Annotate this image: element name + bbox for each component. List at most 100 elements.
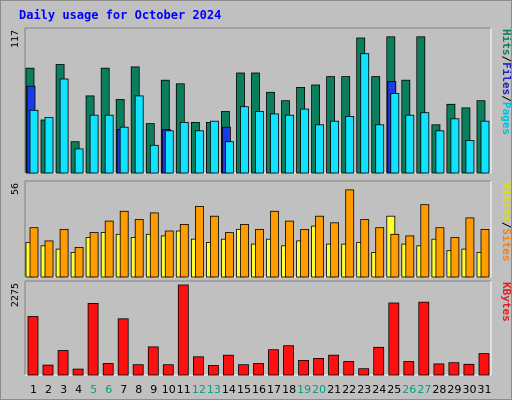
pages-bar-day-19 [300, 108, 310, 174]
kbytes-bar-day-21 [328, 354, 340, 376]
kbytes-bar-day-12 [192, 356, 204, 376]
sites-bar-day-5 [89, 232, 99, 278]
sites-bar-day-2 [44, 240, 54, 278]
kbytes-bar-day-14 [222, 354, 234, 376]
pages-bar-day-30 [465, 140, 475, 174]
kbytes-bar-day-26 [403, 361, 415, 376]
sites-bar-day-17 [270, 210, 279, 278]
top-panel-legend-files: Files [500, 62, 511, 95]
kbytes-bar-day-9 [147, 346, 159, 376]
sites-bar-day-28 [435, 227, 445, 278]
bottom-panel-legend-kbytes: KBytes [500, 282, 511, 322]
middle-panel-legend-visits: Visits [500, 182, 511, 222]
kbytes-bar-day-23 [358, 368, 370, 376]
kbytes-bar-day-10 [162, 364, 174, 376]
pages-bar-day-9 [149, 144, 159, 174]
pages-bar-day-28 [435, 130, 445, 174]
day-label-22: 22 [342, 383, 356, 396]
top-panel-legend-separator: / [500, 56, 511, 63]
day-label-25: 25 [387, 383, 401, 396]
pages-bar-day-26 [405, 114, 415, 174]
pages-bar-day-31 [480, 120, 490, 174]
pages-bar-day-25 [390, 93, 400, 174]
pages-bar-day-1 [29, 109, 39, 174]
sites-bar-day-10 [164, 230, 174, 278]
top-panel-legend-separator: / [500, 95, 511, 102]
kbytes-bar-day-27 [418, 301, 430, 376]
sites-bar-day-6 [104, 220, 114, 278]
pages-bar-day-24 [375, 124, 385, 174]
kbytes-bar-day-7 [117, 318, 129, 376]
sites-bar-day-7 [119, 210, 129, 278]
pages-bar-day-15 [240, 106, 249, 174]
kbytes-bar-day-15 [238, 364, 249, 376]
pages-bar-day-11 [179, 122, 189, 174]
kbytes-bar-day-17 [268, 349, 279, 376]
day-label-9: 9 [150, 383, 157, 396]
sites-bar-day-11 [179, 223, 189, 278]
pages-bar-day-13 [209, 120, 219, 174]
sites-bar-day-21 [330, 222, 340, 278]
bottom-panel-max-label: 2275 [10, 283, 21, 307]
kbytes-bar-day-4 [72, 368, 84, 376]
kbytes-bar-day-20 [313, 357, 325, 376]
day-label-14: 14 [222, 383, 236, 396]
sites-bar-day-27 [420, 204, 430, 278]
day-label-12: 12 [192, 383, 206, 396]
kbytes-bar-day-13 [207, 365, 219, 376]
day-label-4: 4 [75, 383, 82, 396]
day-label-31: 31 [478, 383, 492, 396]
day-label-20: 20 [312, 383, 326, 396]
top-panel-legend: Hits/Files/Pages [500, 29, 511, 135]
pages-bar-day-5 [89, 114, 99, 174]
day-label-26: 26 [402, 383, 416, 396]
kbytes-bar-day-18 [283, 345, 294, 376]
pages-bar-day-17 [270, 113, 279, 174]
kbytes-bar-day-5 [87, 302, 99, 376]
kbytes-bar-day-30 [463, 363, 475, 376]
pages-bar-day-18 [285, 114, 294, 174]
day-label-17: 17 [267, 383, 281, 396]
sites-bar-day-31 [480, 228, 490, 278]
chart-title: Daily usage for October 2024 [19, 8, 222, 22]
sites-bar-day-30 [465, 217, 475, 278]
kbytes-bar-day-16 [253, 363, 264, 376]
sites-bar-day-16 [255, 228, 264, 278]
sites-bar-day-24 [375, 227, 385, 278]
sites-bar-day-26 [405, 235, 415, 278]
day-label-19: 19 [297, 383, 311, 396]
kbytes-bar-day-25 [388, 302, 400, 376]
pages-bar-day-20 [315, 124, 325, 174]
sites-bar-day-14 [224, 232, 234, 278]
bottom-panel-legend: KBytes [500, 282, 511, 322]
day-label-21: 21 [327, 383, 341, 396]
pages-bar-day-2 [44, 117, 54, 174]
sites-bar-day-13 [209, 215, 219, 278]
middle-panel-max-label: 56 [10, 183, 21, 195]
sites-bar-day-12 [194, 205, 204, 278]
pages-bar-day-27 [420, 112, 430, 174]
sites-bar-day-29 [450, 237, 460, 278]
day-label-24: 24 [372, 383, 386, 396]
sites-bar-day-9 [149, 212, 159, 278]
top-panel-max-label: 117 [10, 30, 21, 48]
day-label-1: 1 [30, 383, 37, 396]
kbytes-bar-day-11 [177, 284, 189, 376]
day-label-29: 29 [447, 383, 461, 396]
day-label-7: 7 [120, 383, 127, 396]
pages-bar-day-4 [74, 148, 84, 174]
day-label-6: 6 [105, 383, 112, 396]
pages-bar-day-23 [360, 53, 370, 174]
sites-bar-day-1 [29, 227, 39, 278]
kbytes-bar-day-2 [42, 364, 54, 376]
kbytes-bar-day-19 [298, 359, 310, 376]
bottom-panel-plot-area [25, 281, 491, 375]
middle-panel-legend-sites: Sites [500, 228, 511, 261]
day-label-3: 3 [60, 383, 67, 396]
sites-bar-day-18 [285, 220, 294, 278]
middle-panel-legend-separator: / [500, 222, 511, 229]
pages-bar-day-6 [104, 114, 114, 174]
sites-bar-day-8 [134, 219, 144, 278]
sites-bar-day-23 [360, 219, 370, 278]
